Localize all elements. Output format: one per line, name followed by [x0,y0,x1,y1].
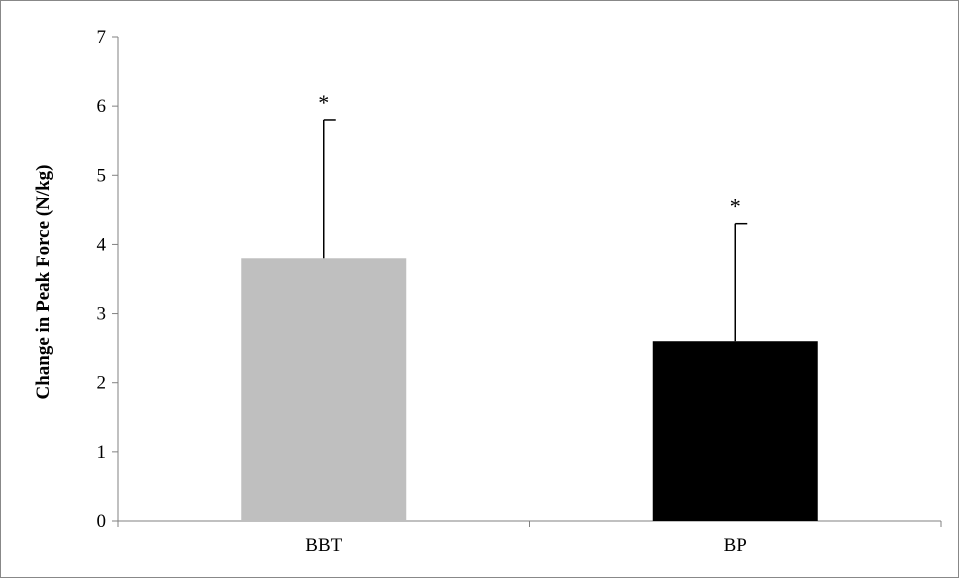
bar-bbt [241,258,407,521]
y-axis-label: Change in Peak Force (N/kg) [33,164,54,399]
y-tick-label: 5 [97,165,107,186]
y-tick-label: 3 [97,304,107,325]
x-tick-label: BBT [305,535,342,556]
bars [241,258,818,521]
y-axis: 0 1 2 3 4 5 6 7 [97,27,119,532]
y-tick-label: 7 [97,27,107,48]
significance-marker: * [318,90,329,115]
y-tick-label: 2 [97,373,107,394]
x-tick-label: BP [724,535,747,556]
y-tick-label: 6 [97,96,107,117]
y-tick-label: 4 [97,234,107,255]
bar-bp [652,341,818,521]
significance-marker: * [730,194,741,219]
labels: * BBT * BP [305,90,747,556]
y-tick-label: 0 [97,511,107,532]
y-tick-label: 1 [97,442,107,463]
error-bars [323,119,748,342]
